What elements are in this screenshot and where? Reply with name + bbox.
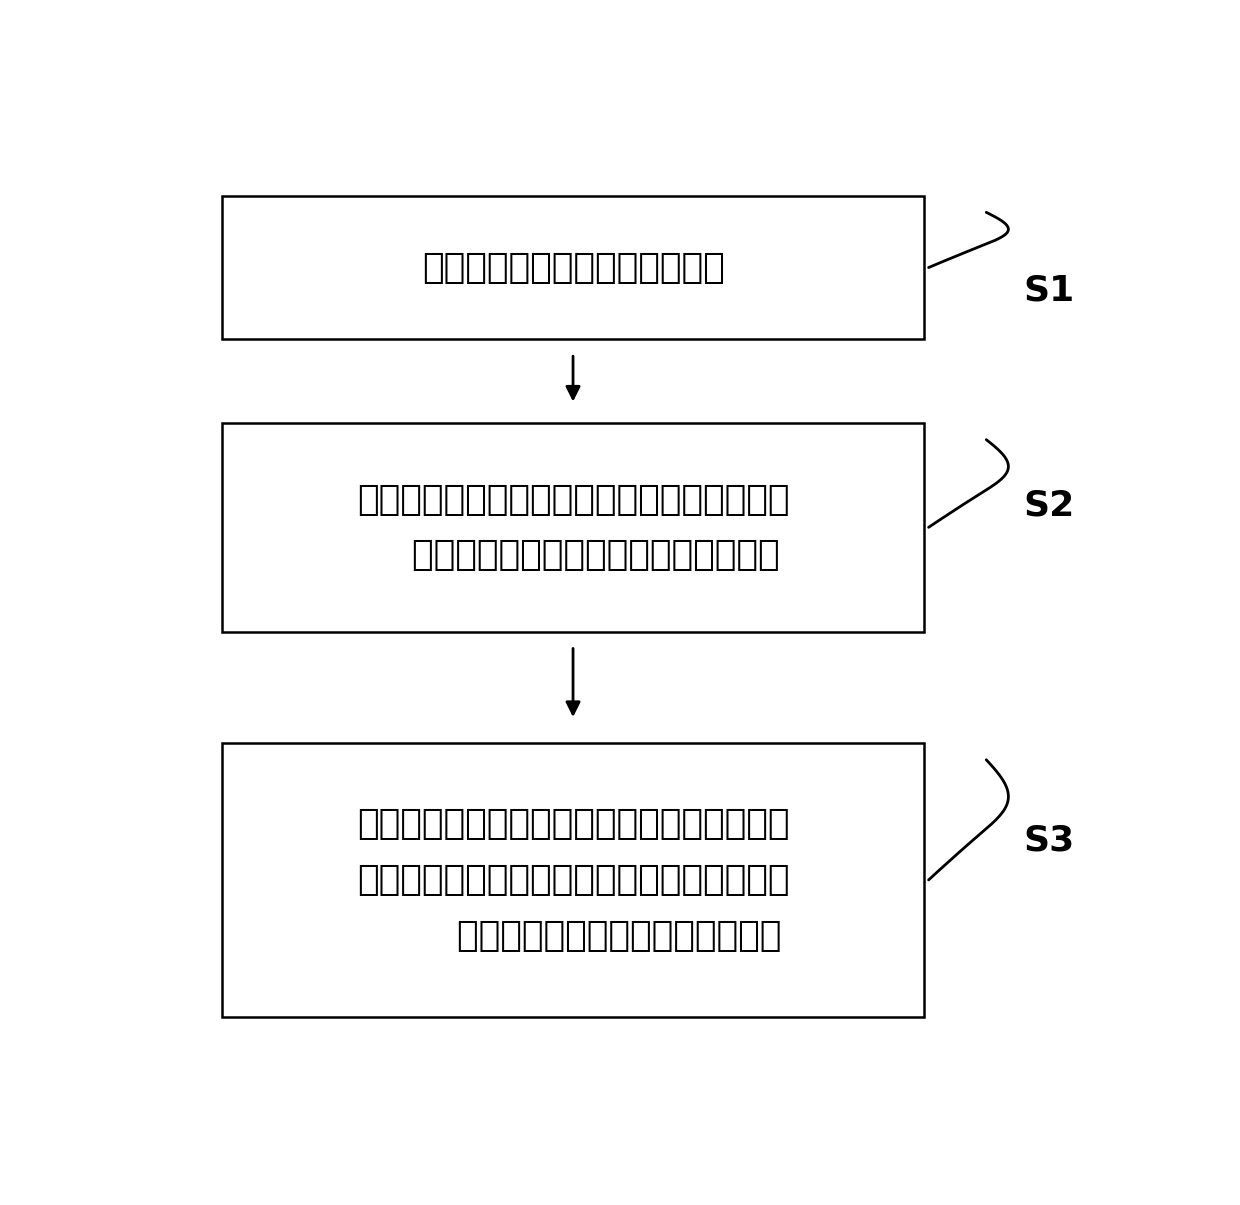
Text: S2: S2	[1023, 488, 1074, 522]
Text: 根据分类结果，判断汉点对应的边界网格类型
，对不同类型的汉点进行不同的计算和处理，
        并将计算结果用于水动力模型计算: 根据分类结果，判断汉点对应的边界网格类型 ，对不同类型的汉点进行不同的计算和处理…	[357, 807, 790, 952]
FancyBboxPatch shape	[222, 195, 924, 340]
FancyBboxPatch shape	[222, 423, 924, 631]
Text: 基于有限体积框架划分计算网格: 基于有限体积框架划分计算网格	[422, 251, 724, 284]
Text: 对汉点网格进行分类，包括：非首末节点、干
    支流首节点、干流末节点、支流末节点: 对汉点网格进行分类，包括：非首末节点、干 支流首节点、干流末节点、支流末节点	[357, 482, 790, 572]
Text: S3: S3	[1023, 824, 1074, 858]
Text: S1: S1	[1023, 274, 1074, 307]
FancyBboxPatch shape	[222, 743, 924, 1017]
